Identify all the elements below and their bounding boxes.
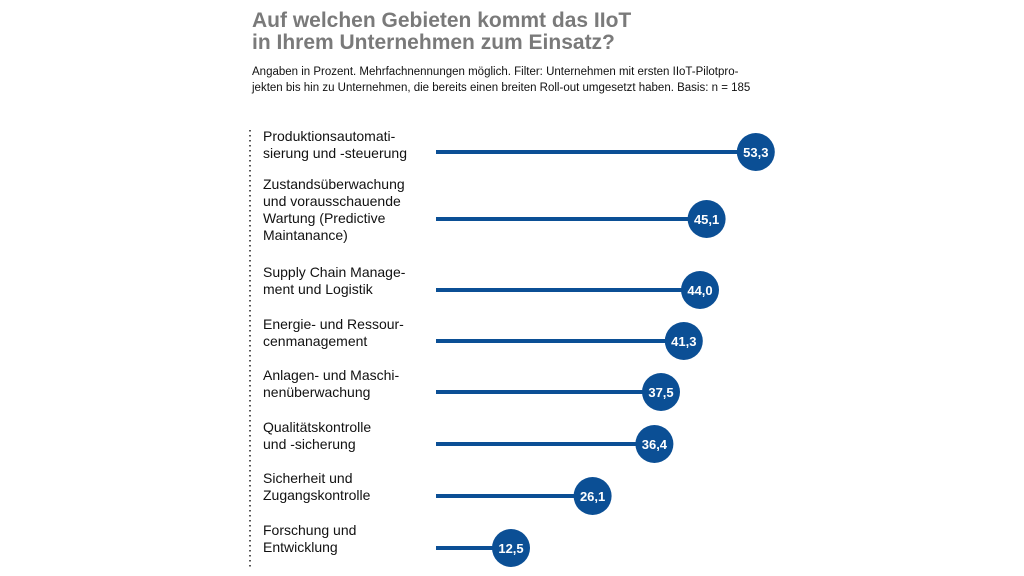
category-label: Energie- und Ressour-cenmanagement bbox=[263, 316, 404, 349]
chart-subtitle-line-1: Angaben in Prozent. Mehrfachnennungen mö… bbox=[252, 66, 739, 78]
value-label: 12,5 bbox=[498, 541, 523, 556]
value-label: 37,5 bbox=[648, 385, 673, 400]
category-label: Zustandsüberwachung und vorausschauende Wa… bbox=[263, 176, 405, 243]
category-label: Produktionsautomati-sierung und -steueru… bbox=[263, 128, 407, 161]
value-label: 26,1 bbox=[580, 489, 605, 504]
chart-subtitle-line-2: jekten bis hin zu Unternehmen, die berei… bbox=[252, 82, 751, 94]
category-label-line: nenüberwachung bbox=[263, 384, 370, 400]
value-marker bbox=[573, 477, 612, 515]
chart-subtitle: Angaben in Prozent. Mehrfachnennungen mö… bbox=[252, 64, 812, 96]
bar-row: Qualitätskontrolle und -sicherung 36,4 bbox=[263, 419, 674, 463]
category-label: Anlagen- und Maschi-nenüberwachung bbox=[263, 367, 400, 400]
value-label: 36,4 bbox=[642, 437, 668, 452]
chart-title-line-2: in Ihrem Unternehmen zum Einsatz? bbox=[252, 31, 615, 54]
category-label: Sicherheit und Zugangskontrolle bbox=[263, 470, 371, 503]
chart-title: Auf welchen Gebieten kommt das IIoT in I… bbox=[252, 10, 812, 54]
value-label: 45,1 bbox=[694, 212, 719, 227]
category-label-line: Forschung und bbox=[263, 522, 356, 538]
value-marker bbox=[664, 322, 703, 360]
value-marker bbox=[736, 133, 775, 171]
category-label-line: und -sicherung bbox=[263, 436, 356, 452]
category-label-line: Maintanance) bbox=[263, 227, 348, 243]
value-label: 44,0 bbox=[687, 283, 712, 298]
category-label-line: Supply Chain Manage- bbox=[263, 264, 406, 280]
value-label: 53,3 bbox=[743, 145, 768, 160]
value-marker bbox=[635, 425, 674, 463]
value-marker bbox=[492, 529, 530, 567]
category-label-line: Wartung (Predictive bbox=[263, 210, 386, 226]
category-label-line: Anlagen- und Maschi- bbox=[263, 367, 400, 383]
value-marker bbox=[642, 373, 680, 411]
bar-row: Forschung und Entwicklung 12,5 bbox=[263, 522, 530, 567]
category-label: Supply Chain Manage-ment und Logistik bbox=[263, 264, 406, 297]
category-label: Qualitätskontrolle und -sicherung bbox=[263, 419, 371, 452]
bar-row: Sicherheit und Zugangskontrolle 26,1 bbox=[263, 470, 612, 515]
bar-row: Produktionsautomati-sierung und -steueru… bbox=[263, 128, 775, 171]
category-label-line: und vorausschauende bbox=[263, 193, 401, 209]
category-label-line: sierung und -steuerung bbox=[263, 145, 407, 161]
value-label: 41,3 bbox=[671, 334, 696, 349]
category-label-line: ment und Logistik bbox=[263, 281, 374, 297]
category-label-line: Zustandsüberwachung bbox=[263, 176, 405, 192]
category-label: Forschung und Entwicklung bbox=[263, 522, 356, 555]
bar-row: Zustandsüberwachung und vorausschauende Wa… bbox=[263, 176, 726, 243]
category-label-line: Zugangskontrolle bbox=[263, 487, 371, 503]
value-marker bbox=[681, 271, 719, 309]
bar-row: Energie- und Ressour-cenmanagement 41,3 bbox=[263, 316, 703, 360]
category-label-line: Qualitätskontrolle bbox=[263, 419, 371, 435]
category-label-line: Energie- und Ressour- bbox=[263, 316, 404, 332]
category-label-line: Sicherheit und bbox=[263, 470, 353, 486]
category-label-line: cenmanagement bbox=[263, 333, 367, 349]
bar-row: Supply Chain Manage-ment und Logistik 44,… bbox=[263, 264, 719, 309]
category-label-line: Entwicklung bbox=[263, 539, 338, 555]
value-marker bbox=[687, 200, 726, 238]
bar-row: Anlagen- und Maschi-nenüberwachung 37,5 bbox=[263, 367, 680, 411]
category-label-line: Produktionsautomati- bbox=[263, 128, 396, 144]
chart-title-line-1: Auf welchen Gebieten kommt das IIoT bbox=[252, 9, 632, 32]
